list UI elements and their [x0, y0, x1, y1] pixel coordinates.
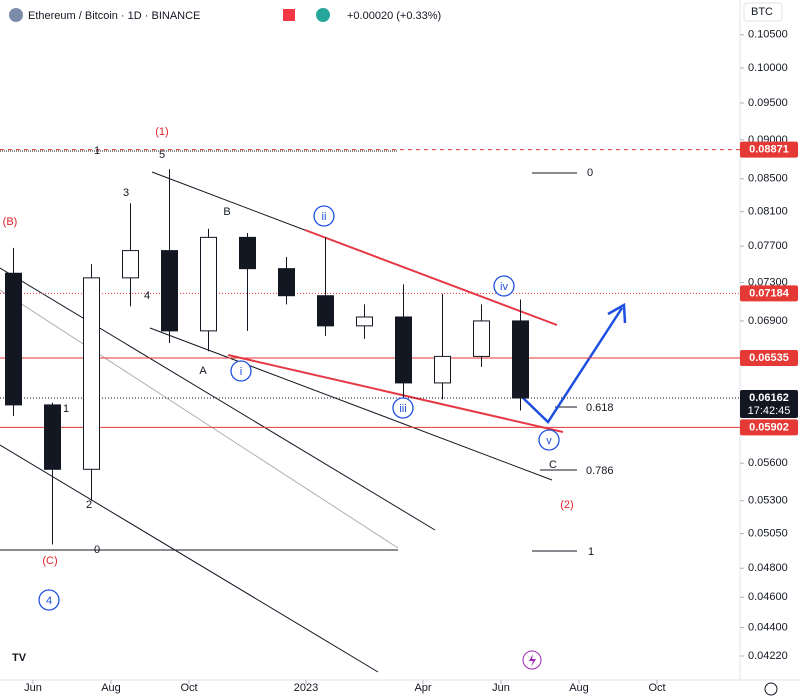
y-tick-label: 0.06900 [748, 315, 788, 327]
trend-line [151, 171, 311, 233]
wave-label: C [549, 459, 557, 471]
price-tag [740, 419, 798, 436]
wave-circle [493, 275, 515, 297]
wave-circle [38, 589, 60, 611]
wave-label: (1) [155, 126, 168, 138]
fib-label: 0 [94, 544, 100, 556]
candle-body [44, 404, 61, 470]
candle-body [395, 316, 412, 384]
price-tag [740, 141, 798, 158]
wave-label: 2 [86, 499, 92, 511]
y-tick-label: 0.04400 [748, 621, 788, 633]
wave-label: 5 [159, 149, 165, 161]
fib-label: 1 [588, 546, 594, 558]
wave-circle [230, 360, 252, 382]
x-tick-label: Jun [24, 682, 42, 694]
fib-label: 0.618 [586, 402, 614, 414]
wave-label: (2) [560, 499, 573, 511]
x-tick-label: Oct [180, 682, 197, 694]
trend-line [0, 444, 379, 673]
y-tick-label: 0.07700 [748, 240, 788, 252]
wave-label: ii [322, 211, 327, 223]
candle-body [200, 236, 217, 332]
x-tick-label: Aug [101, 682, 121, 694]
trend-line [0, 267, 436, 531]
price-tag [740, 390, 798, 419]
wave-label: (B) [3, 216, 18, 228]
x-tick-label: Jun [492, 682, 510, 694]
candle-body [473, 320, 490, 357]
x-tick-label: Oct [648, 682, 665, 694]
candle-body [5, 272, 22, 406]
candle-body [122, 250, 139, 279]
projection-arrow [519, 307, 624, 424]
y-tick-label: 0.05300 [748, 495, 788, 507]
wave-label: i [240, 366, 242, 378]
candle-body [83, 277, 100, 470]
y-tick-label: 0.09500 [748, 97, 788, 109]
wave-label: (C) [42, 555, 57, 567]
wave-label: B [223, 206, 230, 218]
wave-label: iii [399, 403, 406, 415]
wave-label: 4 [144, 290, 150, 302]
candle-body [434, 355, 451, 384]
settings-icon[interactable] [764, 682, 778, 696]
wave-label: v [546, 435, 552, 447]
y-tick-label: 0.07300 [748, 276, 788, 288]
candle-body [356, 316, 373, 327]
candle-body [512, 320, 529, 399]
wedge-line [227, 354, 564, 433]
logo: TV [12, 652, 27, 664]
wave-label: iv [500, 281, 508, 293]
y-tick-label: 0.04220 [748, 650, 788, 662]
event-bolt [529, 654, 536, 667]
currency: BTC [751, 6, 773, 18]
price-change: +0.00020 (+0.33%) [347, 10, 441, 22]
y-tick-label: 0.10000 [748, 62, 788, 74]
wave-circle [392, 397, 414, 419]
candle-body [239, 236, 256, 270]
candle-body [317, 295, 334, 327]
fib-label: 1 [94, 145, 100, 157]
price-tag [740, 285, 798, 302]
candle-body [278, 268, 295, 297]
countdown: 17:42:45 [748, 405, 791, 417]
price-tag [740, 349, 798, 366]
y-tick-label: 0.05050 [748, 528, 788, 540]
currency-box [743, 2, 783, 22]
fib-label: 0 [587, 167, 593, 179]
y-tick-label: 0.10500 [748, 29, 788, 41]
y-tick-label: 0.04600 [748, 591, 788, 603]
wedge-line [304, 229, 558, 326]
wave-label: 1 [63, 403, 69, 415]
price-tag-label: 0.06535 [749, 352, 789, 364]
price-tag-label: 0.06162 [749, 392, 789, 404]
trend-line [149, 327, 553, 481]
arrow-head [607, 302, 627, 324]
x-tick-label: Apr [414, 682, 431, 694]
symbol-icon [9, 8, 23, 22]
wave-label: 3 [123, 187, 129, 199]
wave-circle [538, 429, 560, 451]
trend-line [0, 289, 399, 549]
fib-label: 0.786 [586, 465, 614, 477]
y-tick-label: 0.08500 [748, 173, 788, 185]
status-dot [316, 8, 330, 22]
y-tick-label: 0.04800 [748, 562, 788, 574]
wave-label: 4 [46, 595, 52, 607]
wave-circle [313, 205, 335, 227]
market-status [283, 9, 295, 21]
drawings [0, 150, 627, 673]
price-tag-label: 0.05902 [749, 421, 789, 433]
price-tag-label: 0.08871 [749, 144, 789, 156]
x-tick-label: Aug [569, 682, 589, 694]
price-tag-label: 0.07184 [749, 287, 790, 299]
wave-label: A [199, 365, 207, 377]
y-tick-label: 0.05600 [748, 457, 788, 469]
symbol-title: Ethereum / Bitcoin · 1D · BINANCE [28, 10, 200, 22]
y-tick-label: 0.08100 [748, 206, 788, 218]
x-tick-label: 2023 [294, 682, 318, 694]
candle-body [161, 250, 178, 332]
